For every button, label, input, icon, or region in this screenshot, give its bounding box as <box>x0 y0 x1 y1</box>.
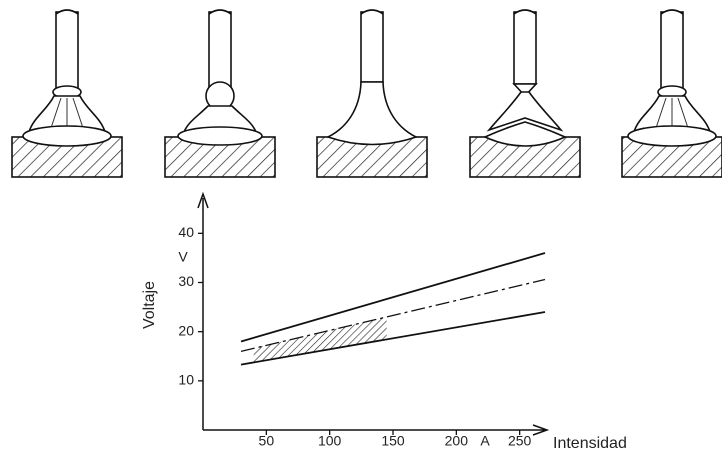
x-tick-label: 100 <box>318 433 342 449</box>
line-series <box>240 278 546 352</box>
x-axis <box>203 424 550 436</box>
x-tick-label: 150 <box>381 433 405 449</box>
hatched-region <box>253 316 387 363</box>
x-tick-label: 200 <box>445 433 469 449</box>
x-tick-label: 50 <box>259 433 275 449</box>
y-unit: V <box>178 249 188 265</box>
x-tick-label: 250 <box>508 433 532 449</box>
x-axis-title: Intensidad <box>553 435 627 452</box>
weld-illustration <box>164 9 276 178</box>
y-tick-label: 10 <box>178 372 194 388</box>
weld-illustration <box>11 9 123 178</box>
weld-illustration <box>621 9 722 178</box>
y-axis-title: Voltaje <box>141 281 158 329</box>
line-series <box>240 311 546 366</box>
x-unit: A <box>480 433 490 449</box>
y-tick-label: 30 <box>178 273 194 289</box>
line-series <box>240 252 546 343</box>
weld-illustration <box>469 9 581 178</box>
y-tick-label: 20 <box>178 322 194 338</box>
y-tick-label: 40 <box>178 224 194 240</box>
weld-illustration <box>316 9 428 178</box>
y-axis <box>197 191 209 430</box>
